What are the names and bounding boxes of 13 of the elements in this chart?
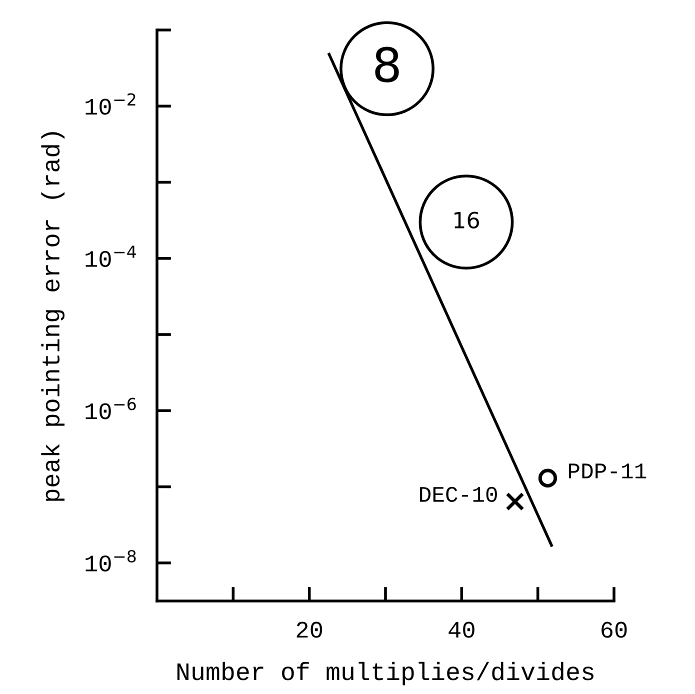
- y-tick-label: 10$^{−2}$: [86, 93, 136, 115]
- y-tick-label: 10$^{−8}$: [86, 550, 136, 572]
- y-axis-title: peak pointing error (rad): [41, 132, 65, 501]
- x-axis-title: Number of multiplies/divides: [177, 662, 594, 686]
- x-tick-label: 20: [296, 622, 322, 638]
- y-tick-label: 10$^{−6}$: [86, 398, 136, 420]
- series-label: DEC-10: [420, 486, 497, 502]
- x-tick-label: 60: [602, 622, 627, 638]
- series-label: 16: [454, 212, 479, 229]
- series-label: 8: [375, 46, 399, 82]
- series-label: PDP-11: [568, 464, 646, 478]
- x-tick-label: 40: [448, 622, 474, 638]
- y-tick-label: 10$^{−4}$: [86, 246, 136, 268]
